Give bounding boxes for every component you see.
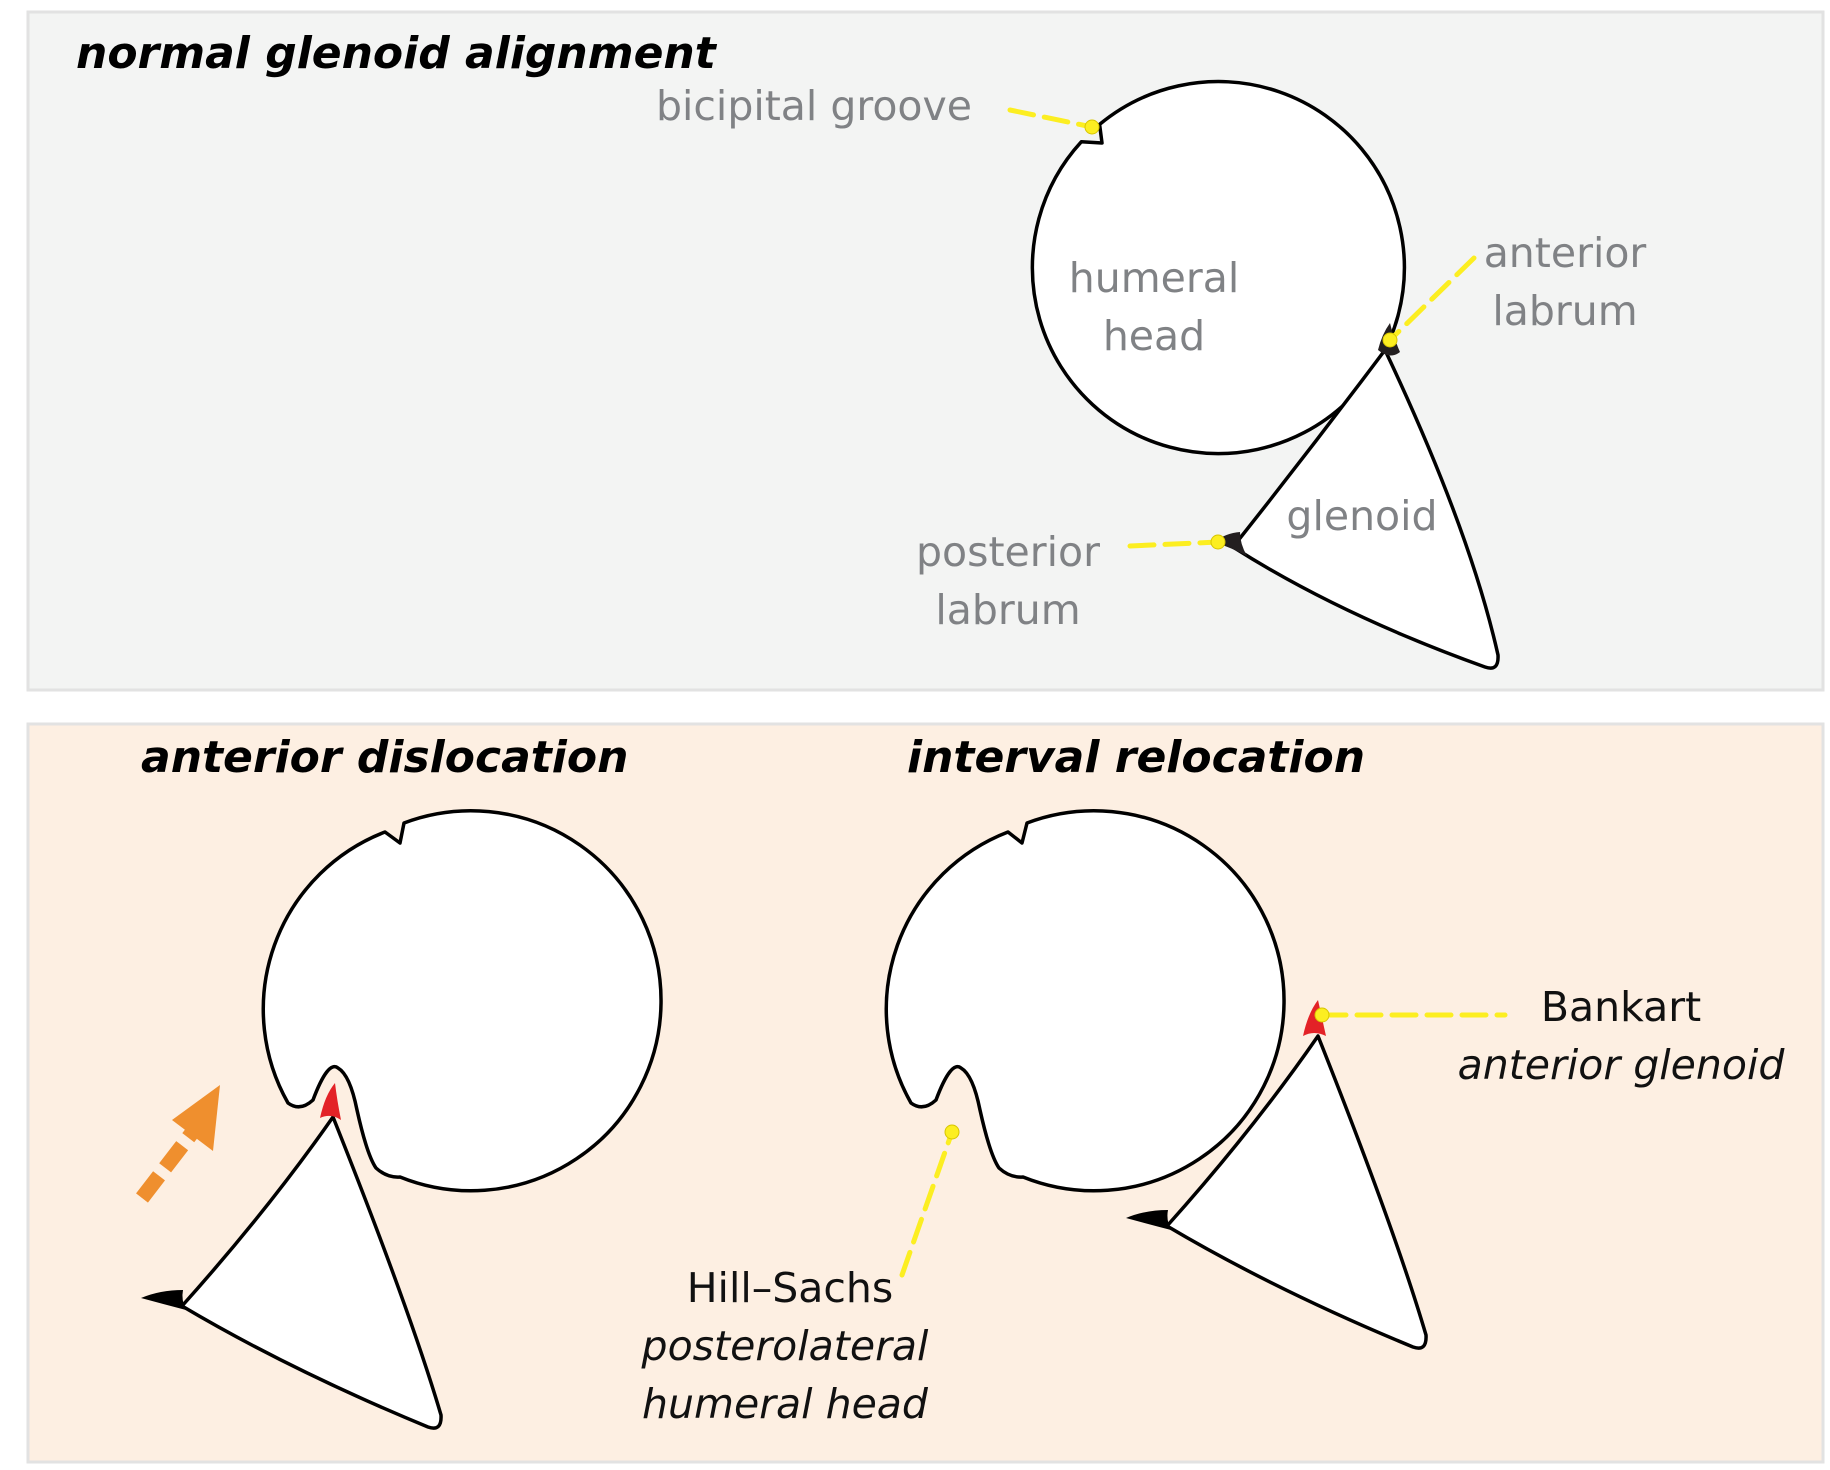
normal-alignment-title: normal glenoid alignment xyxy=(76,28,718,79)
hill-sachs-sublabel-line1: posterolateral xyxy=(641,1322,930,1370)
bicipital-groove-leader xyxy=(1007,107,1095,130)
humeral-head-relocated xyxy=(884,809,1286,1193)
anterior-labrum-leader xyxy=(1387,255,1477,343)
glenoid-normal xyxy=(1231,348,1500,670)
bankart-leader-dot xyxy=(1314,1007,1330,1023)
normal-alignment-panel xyxy=(26,10,1825,692)
bicipital-groove-leader-dot xyxy=(1084,119,1100,135)
dislocation-direction-arrow-head xyxy=(172,1085,220,1151)
bankart-label: Bankart xyxy=(1541,983,1701,1031)
hill-sachs-leader xyxy=(899,1129,955,1278)
anterior-labrum-leader-dot xyxy=(1382,332,1398,348)
humeral-head-label-line1: humeral xyxy=(1069,254,1240,302)
humeral-head-label-line2: head xyxy=(1103,312,1205,360)
bicipital-groove-label: bicipital groove xyxy=(656,82,972,130)
bankart-sublabel: anterior glenoid xyxy=(1458,1041,1786,1089)
bankart-lesion-dislocated xyxy=(320,1083,341,1120)
interval-relocation-title: interval relocation xyxy=(907,732,1365,783)
glenoid-dislocated xyxy=(180,1115,443,1430)
posterior-labrum-dislocated xyxy=(141,1290,186,1310)
anterior-dislocation-title: anterior dislocation xyxy=(141,732,628,783)
bankart-lesion-relocated xyxy=(1303,1000,1326,1036)
anterior-labrum-label-line2: labrum xyxy=(1492,287,1637,335)
hill-sachs-leader-dot xyxy=(944,1124,960,1140)
hill-sachs-label: Hill–Sachs xyxy=(687,1264,894,1312)
posterior-labrum-label-line1: posterior xyxy=(916,528,1100,576)
glenoid-label: glenoid xyxy=(1286,492,1437,540)
humeral-head-dislocated xyxy=(261,809,663,1193)
dislocation-direction-arrow-shaft xyxy=(136,1120,204,1203)
posterior-labrum-leader xyxy=(1127,539,1221,549)
posterior-labrum-leader-dot xyxy=(1210,534,1226,550)
hill-sachs-sublabel-line2: humeral head xyxy=(642,1380,929,1428)
posterior-labrum-relocated xyxy=(1126,1210,1171,1230)
anterior-labrum-label-line1: anterior xyxy=(1484,229,1647,277)
glenoid-relocated xyxy=(1165,1034,1428,1350)
posterior-labrum-label-line2: labrum xyxy=(935,586,1080,634)
